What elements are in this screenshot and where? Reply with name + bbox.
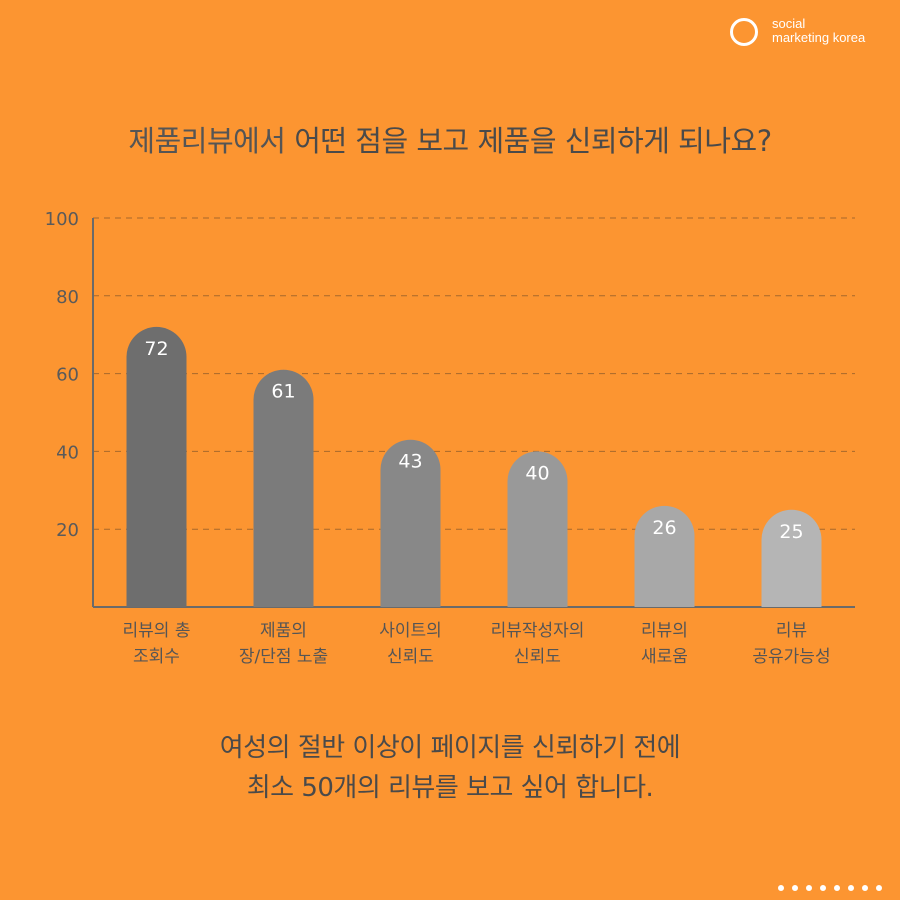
y-tick-label: 40 [56, 442, 79, 463]
x-tick-label: 장/단점 노출 [239, 647, 328, 667]
page-dot [806, 885, 812, 891]
bar-value-label: 61 [271, 381, 295, 403]
x-tick-label: 리뷰의 총 [123, 621, 191, 641]
note-line-2: 최소 50개의 리뷰를 보고 싶어 합니다. [246, 773, 654, 803]
x-tick-label: 제품의 [260, 621, 307, 641]
page-indicator [778, 876, 890, 891]
bar [634, 505, 695, 607]
page-dot [820, 885, 826, 891]
y-tick-label: 80 [56, 287, 79, 308]
y-tick-label: 20 [56, 520, 79, 541]
brand-line-2: marketing korea [772, 30, 866, 45]
page-dot [792, 885, 798, 891]
brand-logo: social marketing korea [730, 16, 890, 56]
x-tick-label: 리뷰작성자의 [491, 621, 585, 641]
page-dot [848, 885, 854, 891]
page-dot [834, 885, 840, 891]
page-dot [778, 885, 784, 891]
bar [761, 509, 822, 607]
bar-value-label: 72 [144, 338, 168, 360]
bar-value-label: 43 [398, 451, 422, 473]
x-tick-label: 신뢰도 [387, 647, 434, 667]
x-tick-label: 사이트의 [379, 621, 442, 641]
page-dot [862, 885, 868, 891]
bottom-note: 여성의 절반 이상이 페이지를 신뢰하기 전에 최소 50개의 리뷰를 보고 싶… [0, 728, 900, 808]
y-tick-label: 60 [56, 365, 79, 386]
page-title: 제품리뷰에서 어떤 점을 보고 제품을 신뢰하게 되나요? [0, 118, 900, 160]
x-tick-label: 조회수 [133, 647, 180, 667]
bar-value-label: 26 [652, 517, 676, 539]
title-part-1: 제품리뷰에서 [128, 124, 295, 158]
bar [126, 326, 187, 607]
title-part-2: 어떤 점을 보고 제품을 신뢰하게 되나요? [294, 124, 772, 158]
x-tick-label: 신뢰도 [514, 647, 561, 667]
bar [253, 369, 314, 607]
page-dot [876, 885, 882, 891]
x-tick-label: 공유가능성 [752, 647, 830, 667]
note-line-1: 여성의 절반 이상이 페이지를 신뢰하기 전에 [219, 733, 681, 763]
bar [380, 439, 441, 607]
bar-value-label: 40 [525, 462, 549, 484]
x-tick-label: 리뷰의 [641, 621, 688, 641]
bar-value-label: 25 [779, 521, 803, 543]
brand-line-1: social [772, 16, 806, 31]
x-tick-label: 새로움 [641, 647, 688, 667]
brand-circle-icon [730, 18, 758, 46]
brand-name: social marketing korea [772, 17, 865, 45]
x-tick-label: 리뷰 [776, 621, 807, 641]
bar [507, 451, 568, 607]
y-tick-label: 100 [45, 209, 79, 230]
